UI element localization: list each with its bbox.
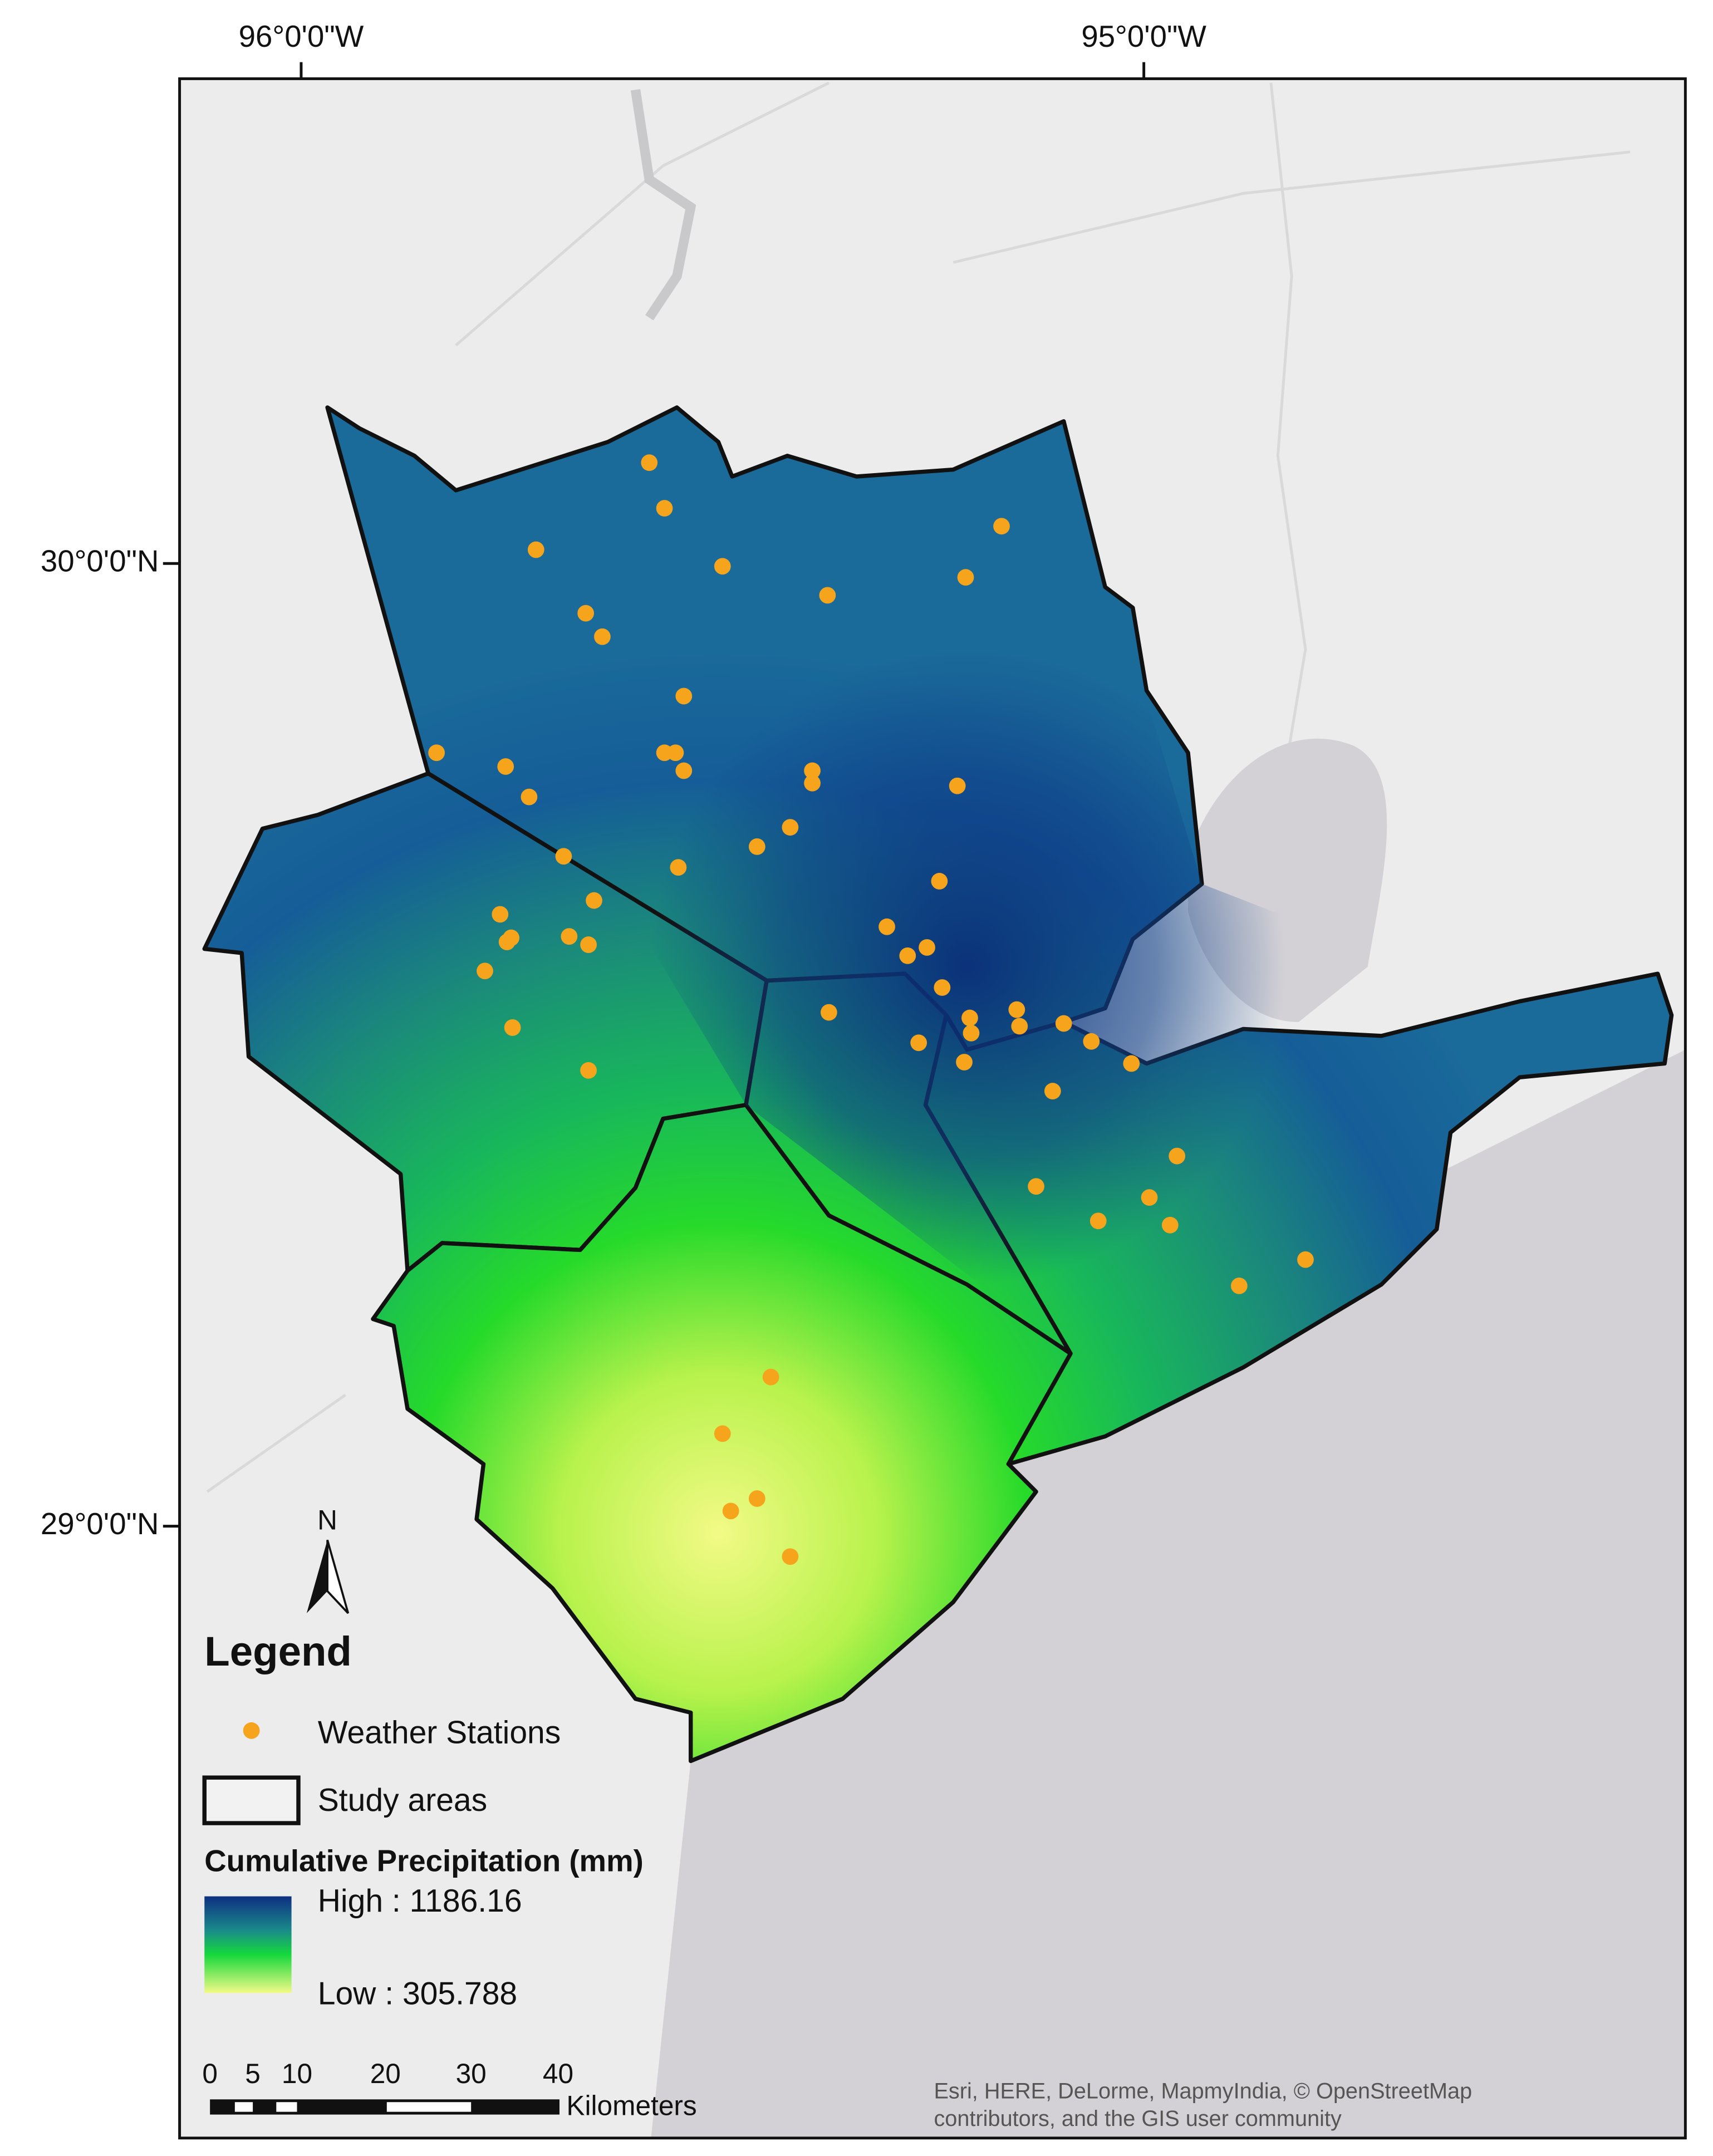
weather-station — [963, 1024, 980, 1042]
weather-stations — [428, 454, 1314, 1565]
legend-area-symbol — [202, 1775, 301, 1825]
high-precip-shading — [327, 407, 1665, 1354]
weather-station — [957, 569, 974, 586]
weather-station — [477, 962, 493, 980]
scale-bar-segment — [276, 2102, 297, 2112]
legend: Legend Weather Stations Study areas Cumu… — [202, 1628, 644, 2011]
weather-station — [1169, 1147, 1186, 1165]
weather-station — [667, 744, 684, 762]
latitude-label: 30°0'0"N — [41, 544, 159, 578]
weather-station — [961, 1009, 978, 1027]
weather-station — [1008, 1001, 1025, 1018]
weather-station — [1083, 1033, 1100, 1050]
arrow-half — [326, 1539, 350, 1614]
longitude-label: 95°0'0"W — [1081, 19, 1206, 53]
scale-tick-label: 10 — [282, 2058, 312, 2089]
weather-station — [956, 1054, 973, 1070]
weather-station — [714, 1425, 731, 1442]
weather-station — [934, 979, 951, 996]
weather-station — [1028, 1178, 1044, 1195]
weather-station — [527, 541, 544, 558]
weather-station — [1161, 1216, 1179, 1234]
weather-station — [993, 518, 1010, 535]
scale-bar-segment — [386, 2102, 472, 2112]
precip-low: Low : 305.788 — [318, 1976, 517, 2011]
legend-item: Study areas — [318, 1782, 487, 1818]
weather-station — [714, 558, 731, 575]
weather-station — [782, 819, 799, 836]
weather-station — [1141, 1189, 1158, 1206]
weather-station — [949, 777, 966, 794]
weather-station — [804, 774, 821, 792]
weather-station — [910, 1034, 927, 1052]
weather-station — [497, 758, 514, 775]
scale-tick-label: 0 — [202, 2058, 218, 2089]
weather-station — [819, 587, 836, 604]
weather-station — [670, 859, 687, 876]
weather-station — [586, 892, 602, 909]
weather-station — [804, 762, 821, 779]
map-frame — [178, 77, 1687, 2140]
scale-tick-label: 20 — [370, 2058, 401, 2089]
weather-station — [878, 918, 895, 935]
weather-station — [555, 848, 572, 865]
weather-station — [1297, 1251, 1314, 1268]
weather-station — [919, 939, 935, 956]
weather-station — [492, 906, 509, 923]
weather-station — [561, 928, 578, 945]
scale-tick-label: 30 — [456, 2058, 487, 2089]
scale-bar-body — [210, 2099, 559, 2115]
weather-station — [504, 1019, 521, 1036]
weather-station — [722, 1502, 739, 1520]
weather-station — [748, 838, 765, 855]
background-roads — [206, 81, 1631, 1493]
weather-station — [428, 744, 445, 762]
legend-title: Legend — [204, 1628, 352, 1674]
scale-tick-label: 5 — [245, 2058, 261, 2089]
scale-bar-segment — [234, 2102, 253, 2112]
weather-station — [748, 1490, 765, 1507]
weather-station — [1055, 1015, 1072, 1032]
weather-station — [577, 605, 595, 622]
weather-station — [1230, 1278, 1248, 1294]
weather-station — [656, 500, 673, 517]
longitude-label: 96°0'0"W — [239, 19, 364, 53]
weather-station — [675, 762, 693, 779]
precip-high: High : 1186.16 — [318, 1883, 522, 1919]
precip-ramp — [204, 1896, 292, 1993]
attribution: contributors, and the GIS user community — [934, 2106, 1342, 2131]
precip-title: Cumulative Precipitation (mm) — [204, 1844, 644, 1878]
legend-station-symbol — [243, 1722, 260, 1739]
arrow-half — [306, 1540, 328, 1613]
weather-station — [931, 873, 948, 890]
weather-station — [675, 687, 693, 705]
weather-station — [1011, 1018, 1028, 1035]
weather-station — [762, 1368, 779, 1386]
north-arrow: N — [306, 1504, 350, 1614]
attribution: Esri, HERE, DeLorme, MapmyIndia, © OpenS… — [934, 2079, 1472, 2103]
weather-station — [1089, 1212, 1107, 1230]
lake — [630, 89, 696, 321]
latitude-label: 29°0'0"N — [41, 1507, 159, 1541]
weather-station — [503, 929, 520, 946]
weather-station — [594, 628, 611, 645]
scale-tick-label: 40 — [543, 2058, 573, 2089]
weather-station — [521, 788, 538, 806]
scale-bar: Kilometers 0 5 10 20 30 40 — [202, 2058, 696, 2121]
weather-station — [580, 1062, 597, 1079]
weather-station — [1044, 1083, 1061, 1099]
weather-station — [1123, 1055, 1140, 1072]
scale-unit: Kilometers — [566, 2090, 696, 2121]
north-label: N — [317, 1504, 337, 1535]
legend-item: Weather Stations — [318, 1715, 561, 1750]
weather-station — [580, 936, 597, 953]
weather-station — [820, 1004, 837, 1021]
weather-station — [641, 454, 658, 472]
weather-station — [782, 1548, 799, 1565]
gulf-water — [651, 1049, 1686, 2138]
weather-station — [899, 947, 916, 964]
